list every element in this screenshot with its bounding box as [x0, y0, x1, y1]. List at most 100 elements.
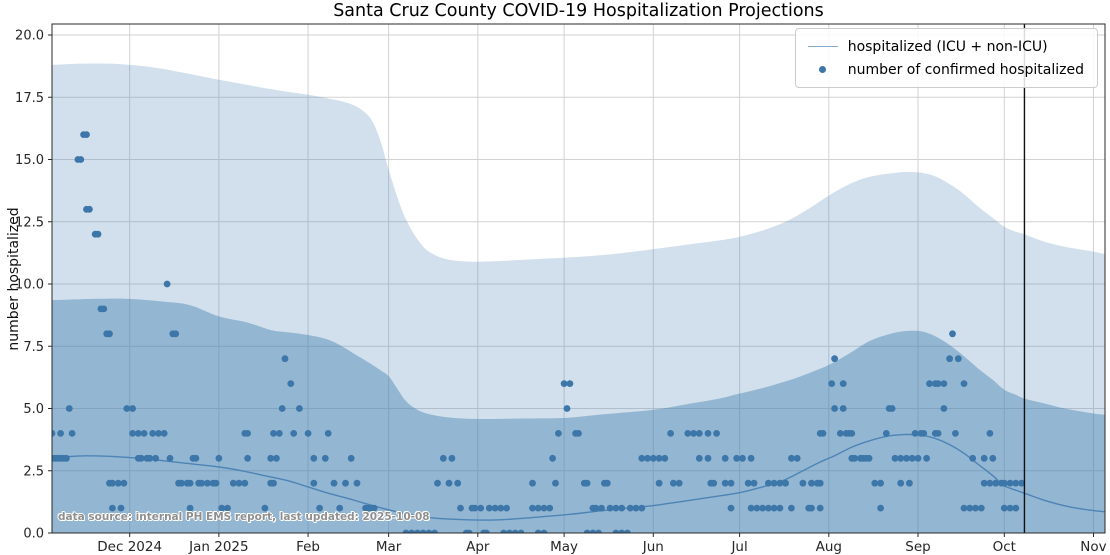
scatter-point — [992, 479, 1000, 487]
scatter-point — [831, 405, 838, 412]
scatter-point — [733, 454, 741, 462]
scatter-point — [770, 504, 778, 512]
grid — [52, 24, 1105, 534]
scatter-point — [644, 454, 651, 462]
scatter-point — [419, 529, 427, 533]
outer-projection-band — [52, 63, 1105, 533]
plot-border — [51, 23, 1106, 534]
scatter-point — [595, 529, 602, 533]
scatter-point — [278, 405, 286, 412]
scatter-point — [770, 479, 778, 487]
scatter-point — [244, 454, 252, 462]
scatter-point — [695, 430, 703, 437]
scatter-point — [960, 504, 968, 512]
scatter-point — [649, 454, 657, 462]
scatter-point — [877, 479, 884, 487]
scatter-point — [465, 529, 473, 533]
legend-line-label: hospitalized (ICU + non-ICU) — [847, 38, 1048, 55]
legend-dot-label: number of confirmed hospitalized — [847, 61, 1084, 78]
scatter-point — [65, 405, 73, 412]
scatter-point — [281, 355, 289, 363]
scatter-point — [980, 454, 988, 462]
scatter-point — [808, 479, 815, 487]
scatter-point — [744, 479, 752, 487]
scatter-point — [342, 479, 349, 487]
scatter-point — [1012, 504, 1020, 512]
scatter-point — [954, 355, 962, 363]
scatter-point — [529, 504, 536, 512]
scatter-point — [270, 430, 277, 437]
scatter-point — [626, 504, 634, 512]
scatter-point — [972, 504, 979, 512]
scatter-point — [370, 504, 378, 512]
y-tick-label: 17.5 — [15, 91, 44, 106]
y-tick-label: 0.0 — [23, 527, 44, 542]
scatter-point — [402, 529, 410, 533]
scatter-point — [68, 430, 76, 437]
x-tick-label: May — [550, 539, 578, 555]
scatter-point — [229, 479, 237, 487]
scatter-point — [606, 504, 614, 512]
scatter-point — [296, 405, 303, 412]
scatter-point — [109, 479, 116, 487]
scatter-point — [903, 454, 910, 462]
scatter-point — [618, 504, 626, 512]
scatter-point — [966, 504, 974, 512]
scatter-point — [908, 454, 916, 462]
scatter-point — [793, 454, 801, 462]
scatter-point — [788, 454, 795, 462]
scatter-point — [753, 504, 761, 512]
scatter-point — [888, 405, 896, 412]
scatter-point — [759, 504, 766, 512]
scatter-point — [414, 529, 421, 533]
scatter-point — [123, 405, 131, 412]
scatter-point — [977, 504, 985, 512]
y-tick-label: 15.0 — [15, 153, 44, 168]
scatter-point — [235, 479, 243, 487]
scatter-point — [836, 430, 844, 437]
scatter-point — [934, 380, 942, 387]
legend-line-swatch — [807, 46, 839, 47]
scatter-point — [117, 504, 125, 512]
legend-item-dot: number of confirmed hospitalized — [807, 58, 1084, 81]
scatter-point — [241, 479, 249, 487]
x-tick-label: Jul — [730, 539, 747, 555]
y-tick-label: 10.0 — [15, 278, 44, 293]
scatter-point — [198, 479, 206, 487]
y-tick-label: 7.5 — [23, 340, 44, 355]
scatter-point — [695, 454, 703, 462]
scatter-point — [969, 454, 977, 462]
scatter-point — [503, 504, 510, 512]
scatter-point — [816, 479, 824, 487]
scatter-point — [583, 479, 591, 487]
scatter-point — [129, 405, 137, 412]
scatter-point — [324, 430, 332, 437]
y-axis-label: number hospitalized — [6, 207, 22, 351]
y-tick-label: 5.0 — [23, 402, 44, 417]
scatter-point — [267, 454, 275, 462]
scatter-point — [448, 454, 456, 462]
scatter-point — [408, 529, 415, 533]
scatter-point — [517, 529, 525, 533]
scatter-point — [989, 454, 997, 462]
scatter-point — [727, 504, 735, 512]
scatter-point — [172, 330, 180, 338]
scatter-point — [457, 504, 464, 512]
scatter-point — [882, 430, 890, 437]
scatter-point — [506, 529, 513, 533]
scatter-point — [788, 504, 795, 512]
scatter-point — [287, 380, 295, 387]
scatter-point — [275, 430, 283, 437]
scatter-point — [816, 504, 824, 512]
chart-title: Santa Cruz County COVID-19 Hospitalizati… — [333, 1, 824, 21]
scatter-point — [485, 504, 493, 512]
scatter-point — [946, 355, 953, 363]
x-tick-label: Apr — [466, 539, 490, 555]
scatter-point — [192, 454, 200, 462]
scatter-point — [347, 454, 355, 462]
scatter-point — [1006, 504, 1014, 512]
scatter-point — [310, 479, 318, 487]
scatter-point — [765, 504, 772, 512]
